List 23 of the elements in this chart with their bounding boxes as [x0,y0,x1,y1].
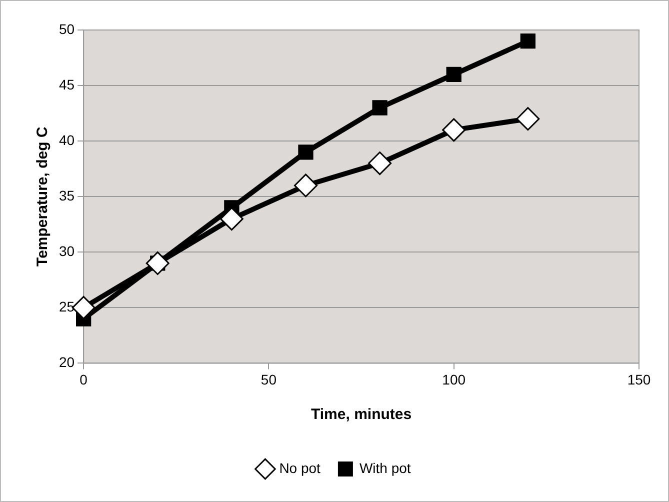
x-tick-label: 150 [627,371,651,388]
point [298,144,314,160]
x-tick-label: 100 [442,371,466,388]
point [368,152,392,176]
y-tick-label: 45 [58,76,75,92]
point [516,107,540,131]
point [442,118,466,142]
point [220,207,244,231]
y-tick-label: 30 [58,242,75,259]
point [520,34,536,49]
y-tick-label: 40 [58,132,75,148]
y-tick-label: 20 [58,354,75,370]
x-tick-label: 0 [80,371,88,388]
y-axis-title: Temperature, deg C [34,126,52,266]
legend-label: No pot [279,460,321,476]
point [294,174,318,198]
x-axis-title: Time, minutes [310,406,412,424]
x-tick-label: 50 [260,371,277,388]
y-tick-label: 35 [58,187,75,204]
legend-label: With pot [359,460,411,476]
point [372,100,388,116]
point [446,66,462,82]
y-tick-label: 50 [58,20,75,37]
